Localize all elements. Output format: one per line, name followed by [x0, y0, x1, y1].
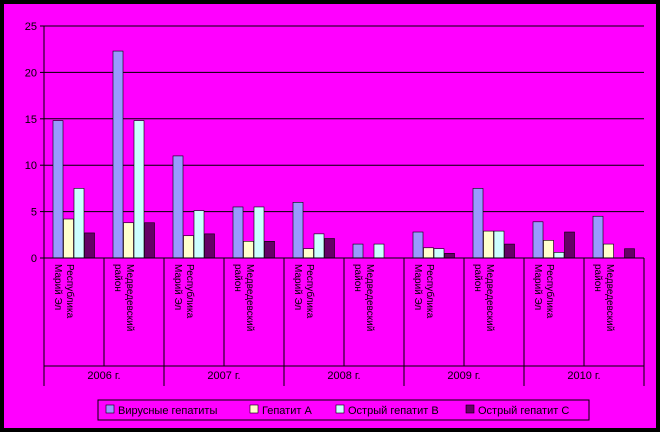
bar — [493, 230, 505, 259]
group-label: 2010 г. — [567, 370, 600, 382]
y-tick-label: 25 — [25, 21, 37, 33]
bar — [564, 231, 575, 259]
legend-label: Острый гепатит В — [348, 405, 439, 417]
bar — [592, 215, 604, 259]
legend-label: Гепатит А — [262, 405, 312, 417]
bar — [243, 241, 254, 259]
bar — [172, 155, 184, 259]
category-label: РеспубликаМарий Эл — [172, 264, 196, 319]
bar — [73, 188, 85, 259]
bar — [84, 232, 95, 259]
bar — [483, 230, 494, 259]
bar — [324, 238, 335, 259]
group-label: 2007 г. — [207, 370, 240, 382]
category-label: Медведевскийрайон — [352, 264, 375, 331]
y-axis: 0 5 10 15 20 25 — [25, 21, 45, 265]
y-tick-label: 10 — [25, 160, 37, 172]
bar — [472, 188, 484, 259]
bar — [193, 210, 205, 259]
category-label: Медведевскийрайон — [112, 264, 135, 331]
bar — [504, 243, 515, 259]
category-label: РеспубликаМарий Эл — [532, 264, 556, 319]
y-tick-label: 0 — [31, 253, 37, 265]
group-label: 2008 г. — [327, 370, 360, 382]
y-tick-label: 20 — [25, 67, 37, 79]
x-axis: РеспубликаМарий Эл Медведевскийрайон Респу… — [43, 257, 645, 386]
category-label: РеспубликаМарий Эл — [52, 264, 76, 319]
bar — [183, 235, 194, 259]
legend: Вирусные гепатиты Гепатит А Острый гепатит… — [97, 399, 590, 421]
legend-swatch — [105, 404, 115, 414]
group-label: 2006 г. — [87, 370, 120, 382]
category-label: РеспубликаМарий Эл — [292, 264, 316, 319]
bar — [144, 222, 155, 259]
bar — [352, 243, 364, 259]
bar — [373, 243, 385, 259]
bar — [232, 206, 244, 259]
bar — [292, 202, 304, 259]
bar — [133, 120, 145, 259]
bar — [624, 248, 635, 259]
bar — [52, 120, 64, 259]
bar — [313, 233, 325, 259]
bar — [553, 252, 565, 259]
legend-label: Вирусные гепатиты — [118, 405, 217, 417]
legend-swatch — [465, 404, 475, 414]
category-label: Медведевскийрайон — [472, 264, 495, 331]
group-label: 2009 г. — [447, 370, 480, 382]
bar — [532, 221, 544, 259]
category-label: РеспубликаМарий Эл — [412, 264, 436, 319]
bar — [412, 231, 424, 259]
legend-label: Острый гепатит С — [478, 405, 569, 417]
bar — [253, 206, 265, 259]
bar — [423, 247, 434, 259]
bar — [444, 253, 455, 259]
bar — [204, 233, 215, 259]
bar — [264, 241, 275, 259]
category-label: Медведевскийрайон — [232, 264, 255, 331]
y-tick-label: 5 — [31, 207, 37, 219]
bar — [112, 50, 124, 259]
bar — [123, 222, 134, 259]
bar — [543, 240, 554, 259]
legend-swatch — [335, 404, 345, 414]
legend-swatch — [249, 404, 259, 414]
bar — [63, 218, 74, 259]
bar — [603, 243, 614, 259]
bars — [52, 50, 635, 259]
bar — [433, 248, 445, 259]
bar — [303, 248, 314, 259]
category-label: Медведевскийрайон — [592, 264, 615, 331]
y-tick-label: 15 — [25, 114, 37, 126]
